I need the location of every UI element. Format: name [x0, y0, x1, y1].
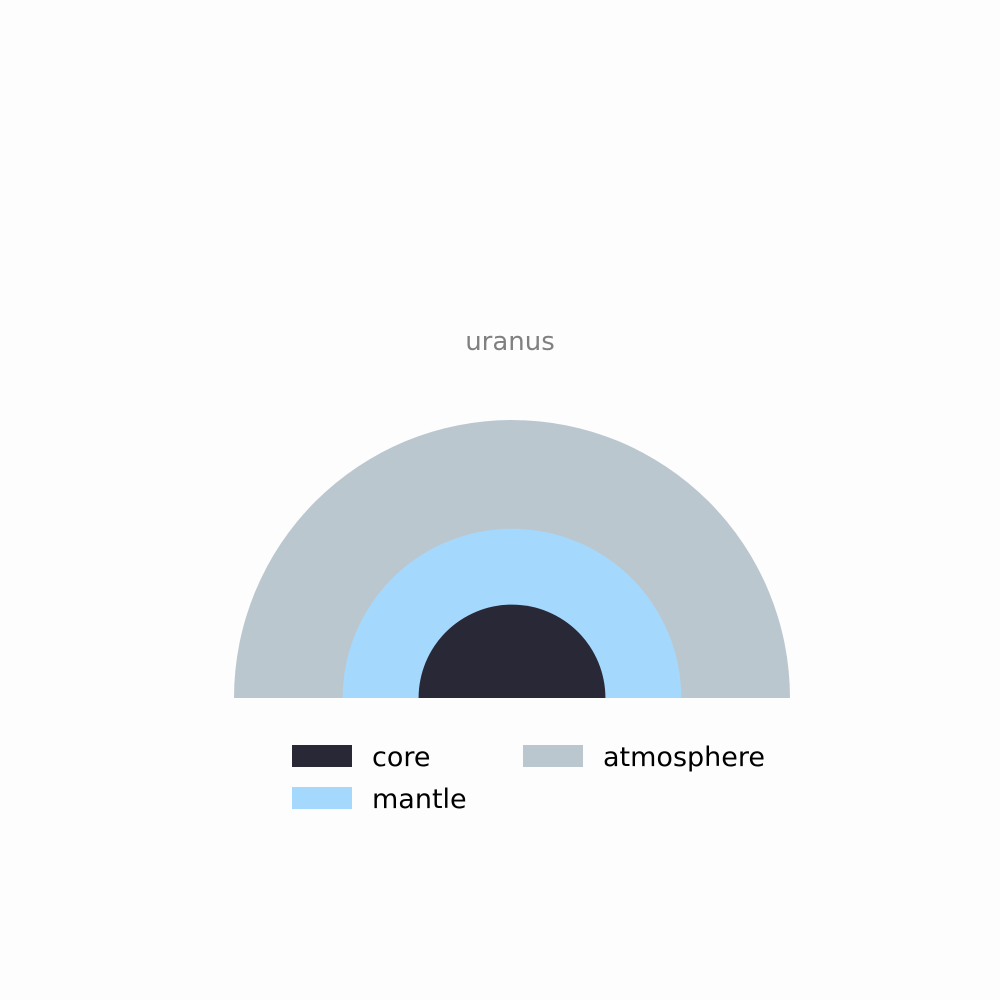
legend-label-atmosphere: atmosphere [603, 742, 765, 773]
legend-swatch-atmosphere [523, 745, 583, 767]
legend-label-mantle: mantle [372, 784, 467, 815]
legend-swatch-core [292, 745, 352, 767]
legend-swatch-mantle [292, 787, 352, 809]
layer-rings [234, 420, 790, 698]
legend: core mantle atmosphere [292, 742, 765, 815]
legend-item-mantle: mantle [292, 784, 467, 815]
legend-item-atmosphere: atmosphere [523, 742, 765, 773]
legend-label-core: core [372, 742, 430, 773]
chart-title: uranus [465, 327, 555, 357]
legend-item-core: core [292, 742, 430, 773]
layer-core [418, 604, 606, 698]
